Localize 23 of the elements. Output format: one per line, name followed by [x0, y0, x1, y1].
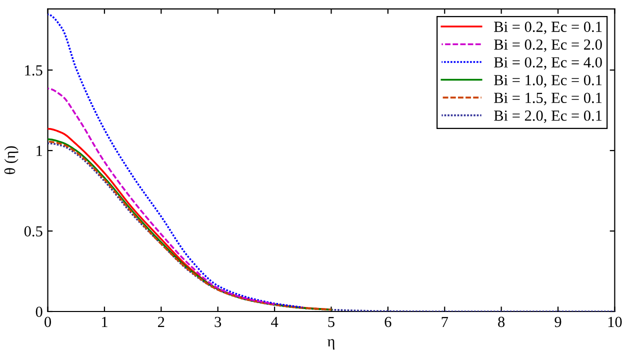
- legend-label: Bi = 2.0, Ec = 0.1: [494, 110, 602, 124]
- x-axis-title: η: [327, 339, 334, 350]
- y-tick-label: 1.5: [25, 65, 42, 76]
- legend-label: Bi = 1.0, Ec = 0.1: [494, 74, 602, 88]
- legend-label: Bi = 0.2, Ec = 4.0: [494, 57, 602, 70]
- x-tick-label: 1: [102, 316, 108, 327]
- y-tick-label: 1: [36, 146, 42, 156]
- x-tick-label: 8: [498, 316, 505, 328]
- legend-label: Bi = 0.2, Ec = 2.0: [494, 39, 602, 52]
- x-tick-label: 9: [554, 316, 562, 328]
- y-axis-title: θ (η): [4, 146, 18, 174]
- x-tick-label: 5: [328, 316, 334, 328]
- x-tick-label: 3: [214, 316, 222, 328]
- y-tick-label: 0: [36, 306, 42, 317]
- legend-label: Bi = 0.2, Ec = 0.1: [494, 22, 602, 34]
- x-tick-label: 10: [608, 316, 622, 328]
- legend-label: Bi = 1.5, Ec = 0.1: [494, 92, 602, 106]
- x-tick-label: 7: [442, 316, 448, 327]
- x-tick-label: 4: [271, 316, 278, 327]
- x-tick-label: 6: [384, 316, 392, 328]
- y-tick-label: 0.5: [24, 226, 42, 237]
- x-tick-label: 0: [44, 316, 52, 328]
- x-tick-label: 2: [158, 316, 164, 327]
